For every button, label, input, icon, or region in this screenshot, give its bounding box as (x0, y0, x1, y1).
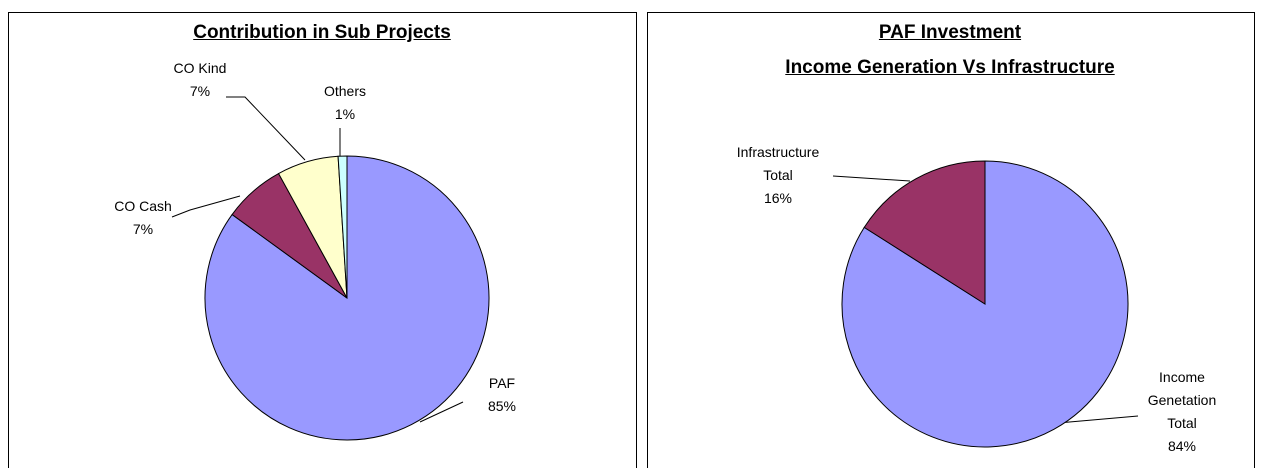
category-label: CO Kind (173, 60, 227, 76)
slice-label: PAF 85% (472, 372, 532, 418)
pie-slice (204, 155, 490, 441)
leader-line (1057, 415, 1139, 424)
category-label: Income Genetation Total (1147, 369, 1217, 431)
chart-title: PAF Investment (878, 22, 1022, 43)
value-label: 1% (334, 106, 356, 122)
slice-label: Income Genetation Total 84% (1142, 366, 1222, 458)
pie-slice (337, 155, 348, 299)
slice-label: Others 1% (315, 80, 375, 126)
value-label: 84% (1167, 438, 1197, 454)
category-label: Others (323, 83, 366, 99)
chart-title: Contribution in Sub Projects (193, 22, 451, 43)
value-label: 7% (132, 221, 154, 237)
leader-line (226, 96, 306, 161)
leader-line (419, 401, 464, 423)
value-label: 85% (487, 398, 517, 414)
slice-label: CO Kind 7% (165, 57, 235, 103)
value-label: 16% (763, 190, 793, 206)
slice-label: CO Cash 7% (108, 195, 178, 241)
category-label: CO Cash (114, 198, 172, 214)
value-label: 7% (189, 83, 211, 99)
leader-line (832, 175, 911, 182)
slice-label: Infrastructure Total 16% (728, 141, 828, 210)
category-label: Infrastructure Total (736, 144, 820, 183)
leader-lines (171, 96, 1139, 424)
leader-line (171, 195, 241, 218)
chart-title: Income Generation Vs Infrastructure (785, 57, 1115, 78)
pie-slice (863, 160, 986, 305)
category-label: PAF (488, 375, 516, 391)
